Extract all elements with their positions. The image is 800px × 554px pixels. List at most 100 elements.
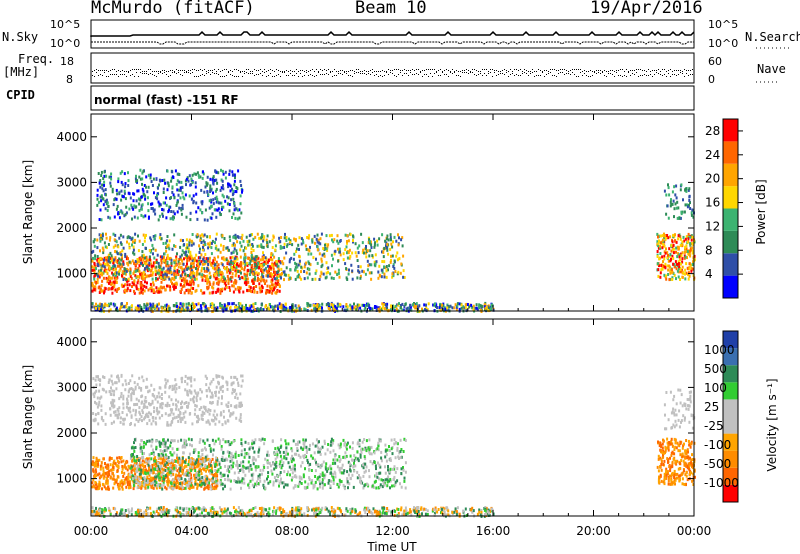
nave-dot — [530, 73, 531, 74]
echo-cell — [145, 285, 148, 289]
echo-cell — [130, 470, 133, 474]
echo-cell — [106, 280, 109, 284]
echo-cell — [129, 268, 132, 272]
echo-cell — [111, 287, 113, 290]
freq-dot — [228, 71, 229, 72]
echo-cell — [109, 308, 112, 312]
echo-cell — [229, 268, 232, 272]
y-tick-label: 1000 — [56, 267, 87, 281]
freq-dot — [584, 70, 585, 71]
freq-dot — [250, 71, 251, 72]
echo-cell — [230, 198, 233, 202]
echo-cell — [195, 465, 198, 469]
echo-cell — [198, 175, 201, 179]
echo-cell — [96, 460, 99, 464]
echo-cell — [232, 189, 235, 193]
echo-cell — [208, 271, 211, 275]
echo-cell — [234, 259, 237, 263]
echo-cell — [127, 179, 130, 183]
echo-cell — [684, 247, 686, 251]
echo-cell — [200, 469, 202, 472]
echo-cell — [327, 443, 330, 446]
nave-dot — [182, 75, 183, 76]
echo-cell — [206, 175, 209, 179]
nave-dot — [176, 73, 177, 74]
echo-cell — [307, 236, 310, 240]
echo-cell — [242, 239, 245, 243]
echo-cell — [470, 303, 473, 307]
echo-cell — [342, 252, 345, 256]
freq-dot — [186, 71, 187, 72]
echo-cell — [239, 179, 242, 183]
echo-cell — [327, 243, 330, 247]
nave-dot — [316, 75, 317, 76]
echo-cell — [260, 243, 263, 247]
echo-cell — [190, 476, 193, 480]
nave-dot — [282, 72, 283, 73]
echo-cell — [165, 196, 168, 200]
echo-cell — [226, 246, 229, 250]
freq-dot — [356, 69, 357, 70]
colorbar-swatch — [723, 275, 738, 298]
nave-dot — [658, 73, 659, 74]
echo-cell — [231, 272, 234, 276]
echo-cell — [240, 261, 243, 265]
echo-cell — [318, 278, 321, 281]
echo-cell — [370, 271, 373, 275]
echo-cell — [195, 303, 198, 307]
echo-cell — [284, 273, 287, 277]
echo-cell — [267, 471, 270, 475]
nave-dot — [584, 73, 585, 74]
echo-cell — [205, 260, 208, 264]
echo-cell — [336, 273, 339, 276]
nave-dot — [478, 74, 479, 75]
echo-cell — [173, 287, 175, 291]
echo-cell — [100, 170, 103, 174]
nave-dot — [668, 73, 669, 74]
echo-cell — [356, 306, 359, 310]
echo-cell — [149, 287, 152, 290]
freq-dot — [176, 69, 177, 70]
echo-cell — [182, 468, 185, 472]
freq-dot — [586, 71, 587, 72]
nave-dot — [508, 76, 509, 77]
nave-dot — [164, 72, 165, 73]
echo-cell — [689, 201, 691, 205]
echo-cell — [370, 263, 373, 267]
nave-dot — [218, 74, 219, 75]
echo-cell — [167, 267, 170, 271]
echo-cell — [221, 307, 224, 311]
echo-cell — [133, 289, 135, 293]
echo-cell — [252, 277, 255, 281]
echo-cell — [243, 260, 246, 264]
echo-cell — [271, 273, 274, 277]
echo-cell — [92, 478, 95, 482]
echo-cell — [107, 487, 110, 491]
freq-dot — [252, 71, 253, 72]
echo-cell — [314, 306, 317, 310]
nave-dot — [654, 74, 655, 75]
echo-cell — [115, 207, 118, 211]
echo-cell — [410, 308, 413, 312]
cpid-panel: normal (fast) -151 RF — [90, 85, 695, 111]
echo-cell — [370, 277, 373, 281]
echo-cell — [207, 277, 210, 281]
echo-cell — [677, 206, 680, 210]
echo-cell — [659, 271, 662, 275]
freq-dot — [664, 69, 665, 70]
echo-cell — [198, 244, 201, 248]
echo-cell — [194, 473, 197, 477]
echo-cell — [192, 274, 195, 278]
echo-cell — [159, 461, 162, 465]
power-cbar-label: Power [dB] — [754, 179, 768, 244]
echo-cell — [194, 181, 197, 185]
freq-dot — [220, 71, 221, 72]
echo-cell — [173, 481, 175, 485]
nave-dot — [120, 74, 121, 75]
nave-dot — [264, 72, 265, 73]
echo-cell — [123, 191, 126, 195]
echo-cell — [331, 264, 333, 268]
echo-cell — [194, 277, 196, 281]
echo-cell — [389, 233, 392, 237]
echo-cell — [256, 307, 259, 311]
